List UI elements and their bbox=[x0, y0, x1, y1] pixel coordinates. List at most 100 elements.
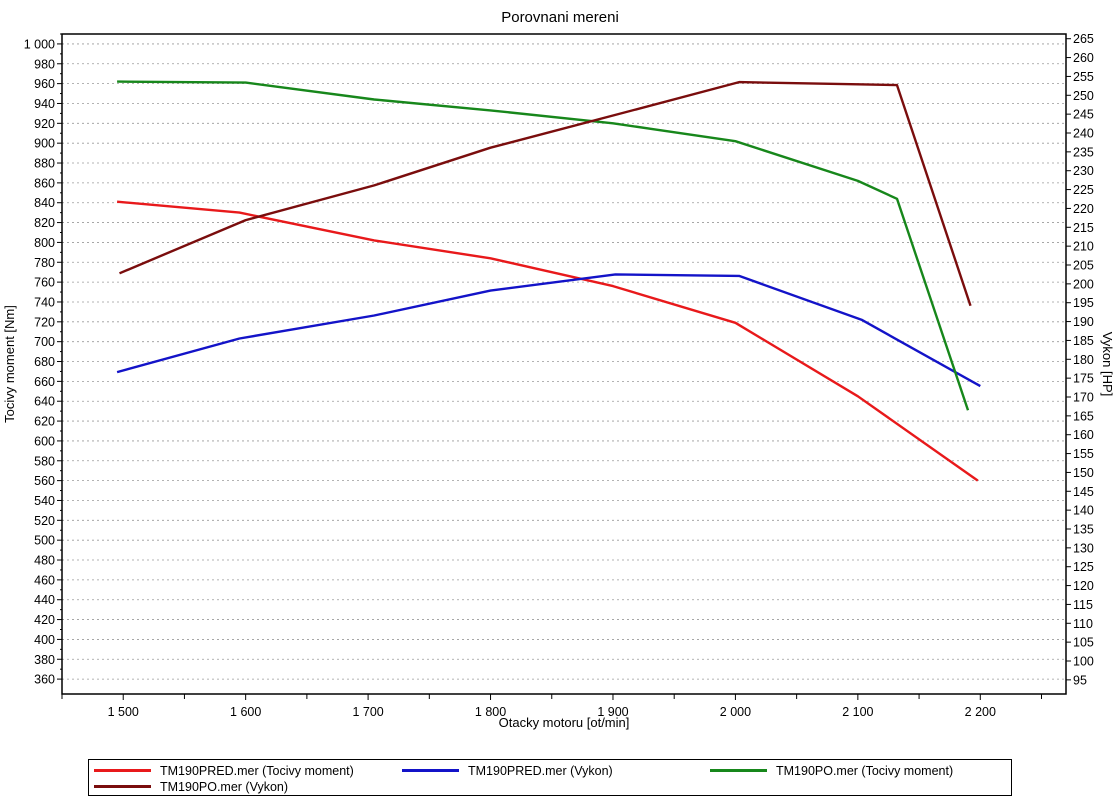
y-left-tick-label: 500 bbox=[34, 534, 55, 548]
y-right-tick-label: 240 bbox=[1073, 127, 1094, 141]
y-left-tick-label: 1 000 bbox=[24, 37, 55, 51]
y-left-tick-label: 660 bbox=[34, 375, 55, 389]
x-tick-label: 2 200 bbox=[965, 705, 996, 719]
y-left-tick-label: 560 bbox=[34, 474, 55, 488]
y-left-tick-label: 720 bbox=[34, 315, 55, 329]
y-right-tick-label: 210 bbox=[1073, 240, 1094, 254]
y-left-tick-label: 420 bbox=[34, 613, 55, 627]
y-right-tick-label: 150 bbox=[1073, 466, 1094, 480]
series-lines bbox=[116, 80, 981, 482]
legend-swatch bbox=[402, 769, 459, 772]
y-left-tick-label: 440 bbox=[34, 593, 55, 607]
y-left-tick-label: 520 bbox=[34, 514, 55, 528]
y-right-tick-label: 165 bbox=[1073, 409, 1094, 423]
y-axis-left-label: Tocivy moment [Nm] bbox=[2, 305, 17, 423]
y-right-tick-label: 155 bbox=[1073, 447, 1094, 461]
y-left-tick-label: 580 bbox=[34, 454, 55, 468]
x-tick-label: 2 100 bbox=[842, 705, 873, 719]
legend-swatch bbox=[94, 769, 151, 772]
series-line-3 bbox=[119, 80, 972, 307]
y-left-tick-label: 680 bbox=[34, 355, 55, 369]
legend: TM190PRED.mer (Tocivy moment) TM190PRED.… bbox=[88, 759, 1012, 796]
x-tick-label: 1 500 bbox=[108, 705, 139, 719]
legend-swatch bbox=[94, 785, 151, 788]
y-left-tick-label: 960 bbox=[34, 77, 55, 91]
y-right-tick-label: 140 bbox=[1073, 504, 1094, 518]
legend-label: TM190PO.mer (Tocivy moment) bbox=[776, 763, 954, 778]
legend-item-pred-power: TM190PRED.mer (Vykon) bbox=[402, 762, 613, 779]
y-left-tick-label: 980 bbox=[34, 57, 55, 71]
y-right-tick-label: 220 bbox=[1073, 202, 1094, 216]
y-right-tick-label: 175 bbox=[1073, 372, 1094, 386]
x-axis: 1 500 1 600 1 700 1 800 1 900 2 000 2 100 2 200 bbox=[61, 694, 1043, 719]
y-left-tick-label: 860 bbox=[34, 176, 55, 190]
y-left-tick-label: 840 bbox=[34, 196, 55, 210]
y-right-tick-label: 180 bbox=[1073, 353, 1094, 367]
y-right-tick-label: 130 bbox=[1073, 541, 1094, 555]
y-right-tick-label: 125 bbox=[1073, 560, 1094, 574]
y-left-tick-label: 940 bbox=[34, 97, 55, 111]
x-tick-label: 1 600 bbox=[230, 705, 261, 719]
y-right-tick-label: 110 bbox=[1073, 617, 1093, 631]
y-right-tick-label: 160 bbox=[1073, 428, 1094, 442]
x-tick-label: 1 700 bbox=[352, 705, 383, 719]
y-right-tick-label: 170 bbox=[1073, 391, 1094, 405]
y-right-tick-label: 235 bbox=[1073, 145, 1094, 159]
y-right-tick-label: 120 bbox=[1073, 579, 1094, 593]
series-line-1 bbox=[116, 273, 981, 388]
y-left-tick-label: 900 bbox=[34, 137, 55, 151]
y-right-tick-label: 200 bbox=[1073, 277, 1094, 291]
series-line-2 bbox=[117, 80, 970, 411]
y-left-tick-label: 880 bbox=[34, 157, 55, 171]
x-tick-label: 1 900 bbox=[597, 705, 628, 719]
y-right-tick-label: 265 bbox=[1073, 32, 1094, 46]
y-axis-right: 95 100 105 110 115 120 125 130 135 140 145 150 155 16… bbox=[1066, 32, 1094, 687]
y-right-tick-label: 145 bbox=[1073, 485, 1094, 499]
y-axis-left: 360 380 400 420 440 460 480 500 520 540 560 580 600 6… bbox=[24, 33, 62, 687]
series-line-0 bbox=[116, 200, 979, 482]
x-tick-label: 2 000 bbox=[720, 705, 751, 719]
y-left-tick-label: 480 bbox=[34, 554, 55, 568]
y-right-tick-label: 260 bbox=[1073, 51, 1094, 65]
legend-item-pred-torque: TM190PRED.mer (Tocivy moment) bbox=[94, 762, 354, 779]
y-left-tick-label: 460 bbox=[34, 573, 55, 587]
y-left-tick-label: 380 bbox=[34, 653, 55, 667]
y-left-tick-label: 620 bbox=[34, 415, 55, 429]
plot-frame bbox=[61, 33, 1067, 695]
y-left-tick-label: 360 bbox=[34, 673, 55, 687]
x-tick-label: 1 800 bbox=[475, 705, 506, 719]
y-left-tick-label: 820 bbox=[34, 216, 55, 230]
y-right-tick-label: 105 bbox=[1073, 636, 1094, 650]
y-right-tick-label: 135 bbox=[1073, 523, 1094, 537]
y-right-tick-label: 205 bbox=[1073, 259, 1094, 273]
x-axis-label: Otacky motoru [ot/min] bbox=[499, 715, 630, 730]
y-right-tick-label: 245 bbox=[1073, 108, 1094, 122]
y-right-tick-label: 225 bbox=[1073, 183, 1094, 197]
legend-label: TM190PRED.mer (Tocivy moment) bbox=[160, 763, 354, 778]
y-left-tick-label: 780 bbox=[34, 256, 55, 270]
y-left-tick-label: 700 bbox=[34, 335, 55, 349]
y-axis-right-label: Vykon [HP] bbox=[1100, 332, 1115, 397]
y-right-tick-label: 250 bbox=[1073, 89, 1094, 103]
chart-title: Porovnani mereni bbox=[501, 9, 619, 26]
legend-item-po-power: TM190PO.mer (Vykon) bbox=[94, 778, 288, 795]
y-right-tick-label: 185 bbox=[1073, 334, 1094, 348]
y-right-tick-label: 230 bbox=[1073, 164, 1094, 178]
legend-label: TM190PRED.mer (Vykon) bbox=[468, 763, 613, 778]
y-left-tick-label: 740 bbox=[34, 295, 55, 309]
y-right-tick-label: 115 bbox=[1073, 598, 1093, 612]
y-right-tick-label: 195 bbox=[1073, 296, 1094, 310]
legend-swatch bbox=[710, 769, 767, 772]
y-right-tick-label: 255 bbox=[1073, 70, 1094, 84]
y-right-tick-label: 215 bbox=[1073, 221, 1094, 235]
y-left-tick-label: 540 bbox=[34, 494, 55, 508]
y-right-tick-label: 95 bbox=[1073, 673, 1087, 687]
y-left-tick-label: 800 bbox=[34, 236, 55, 250]
legend-item-po-torque: TM190PO.mer (Tocivy moment) bbox=[710, 762, 953, 779]
y-left-tick-label: 760 bbox=[34, 276, 55, 290]
y-left-tick-label: 600 bbox=[34, 434, 55, 448]
legend-label: TM190PO.mer (Vykon) bbox=[160, 779, 289, 794]
y-right-tick-label: 190 bbox=[1073, 315, 1094, 329]
y-left-tick-label: 920 bbox=[34, 117, 55, 131]
